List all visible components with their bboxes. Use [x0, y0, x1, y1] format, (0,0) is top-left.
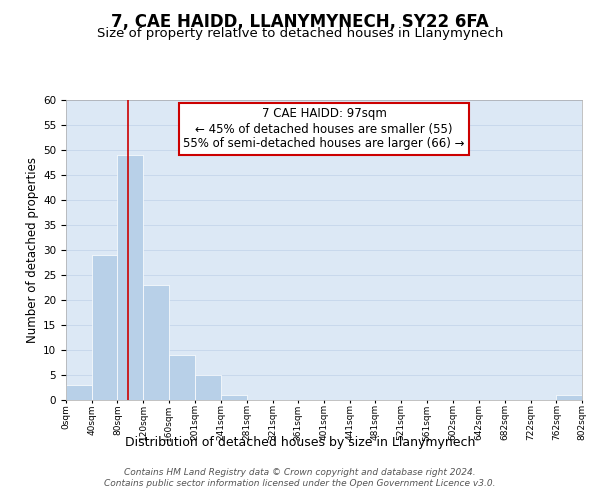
Text: 7 CAE HAIDD: 97sqm
← 45% of detached houses are smaller (55)
55% of semi-detache: 7 CAE HAIDD: 97sqm ← 45% of detached hou… [183, 108, 465, 150]
Text: Distribution of detached houses by size in Llanymynech: Distribution of detached houses by size … [125, 436, 475, 449]
Bar [196, 375, 221, 400]
Bar [221, 395, 247, 400]
Bar [92, 255, 118, 400]
Bar [143, 285, 169, 400]
Text: Contains HM Land Registry data © Crown copyright and database right 2024.
Contai: Contains HM Land Registry data © Crown c… [104, 468, 496, 487]
Y-axis label: Number of detached properties: Number of detached properties [26, 157, 39, 343]
Text: 7, CAE HAIDD, LLANYMYNECH, SY22 6FA: 7, CAE HAIDD, LLANYMYNECH, SY22 6FA [111, 12, 489, 30]
Bar [556, 395, 582, 400]
Bar [169, 355, 196, 400]
Text: Size of property relative to detached houses in Llanymynech: Size of property relative to detached ho… [97, 28, 503, 40]
Bar [66, 385, 92, 400]
Bar [118, 155, 143, 400]
